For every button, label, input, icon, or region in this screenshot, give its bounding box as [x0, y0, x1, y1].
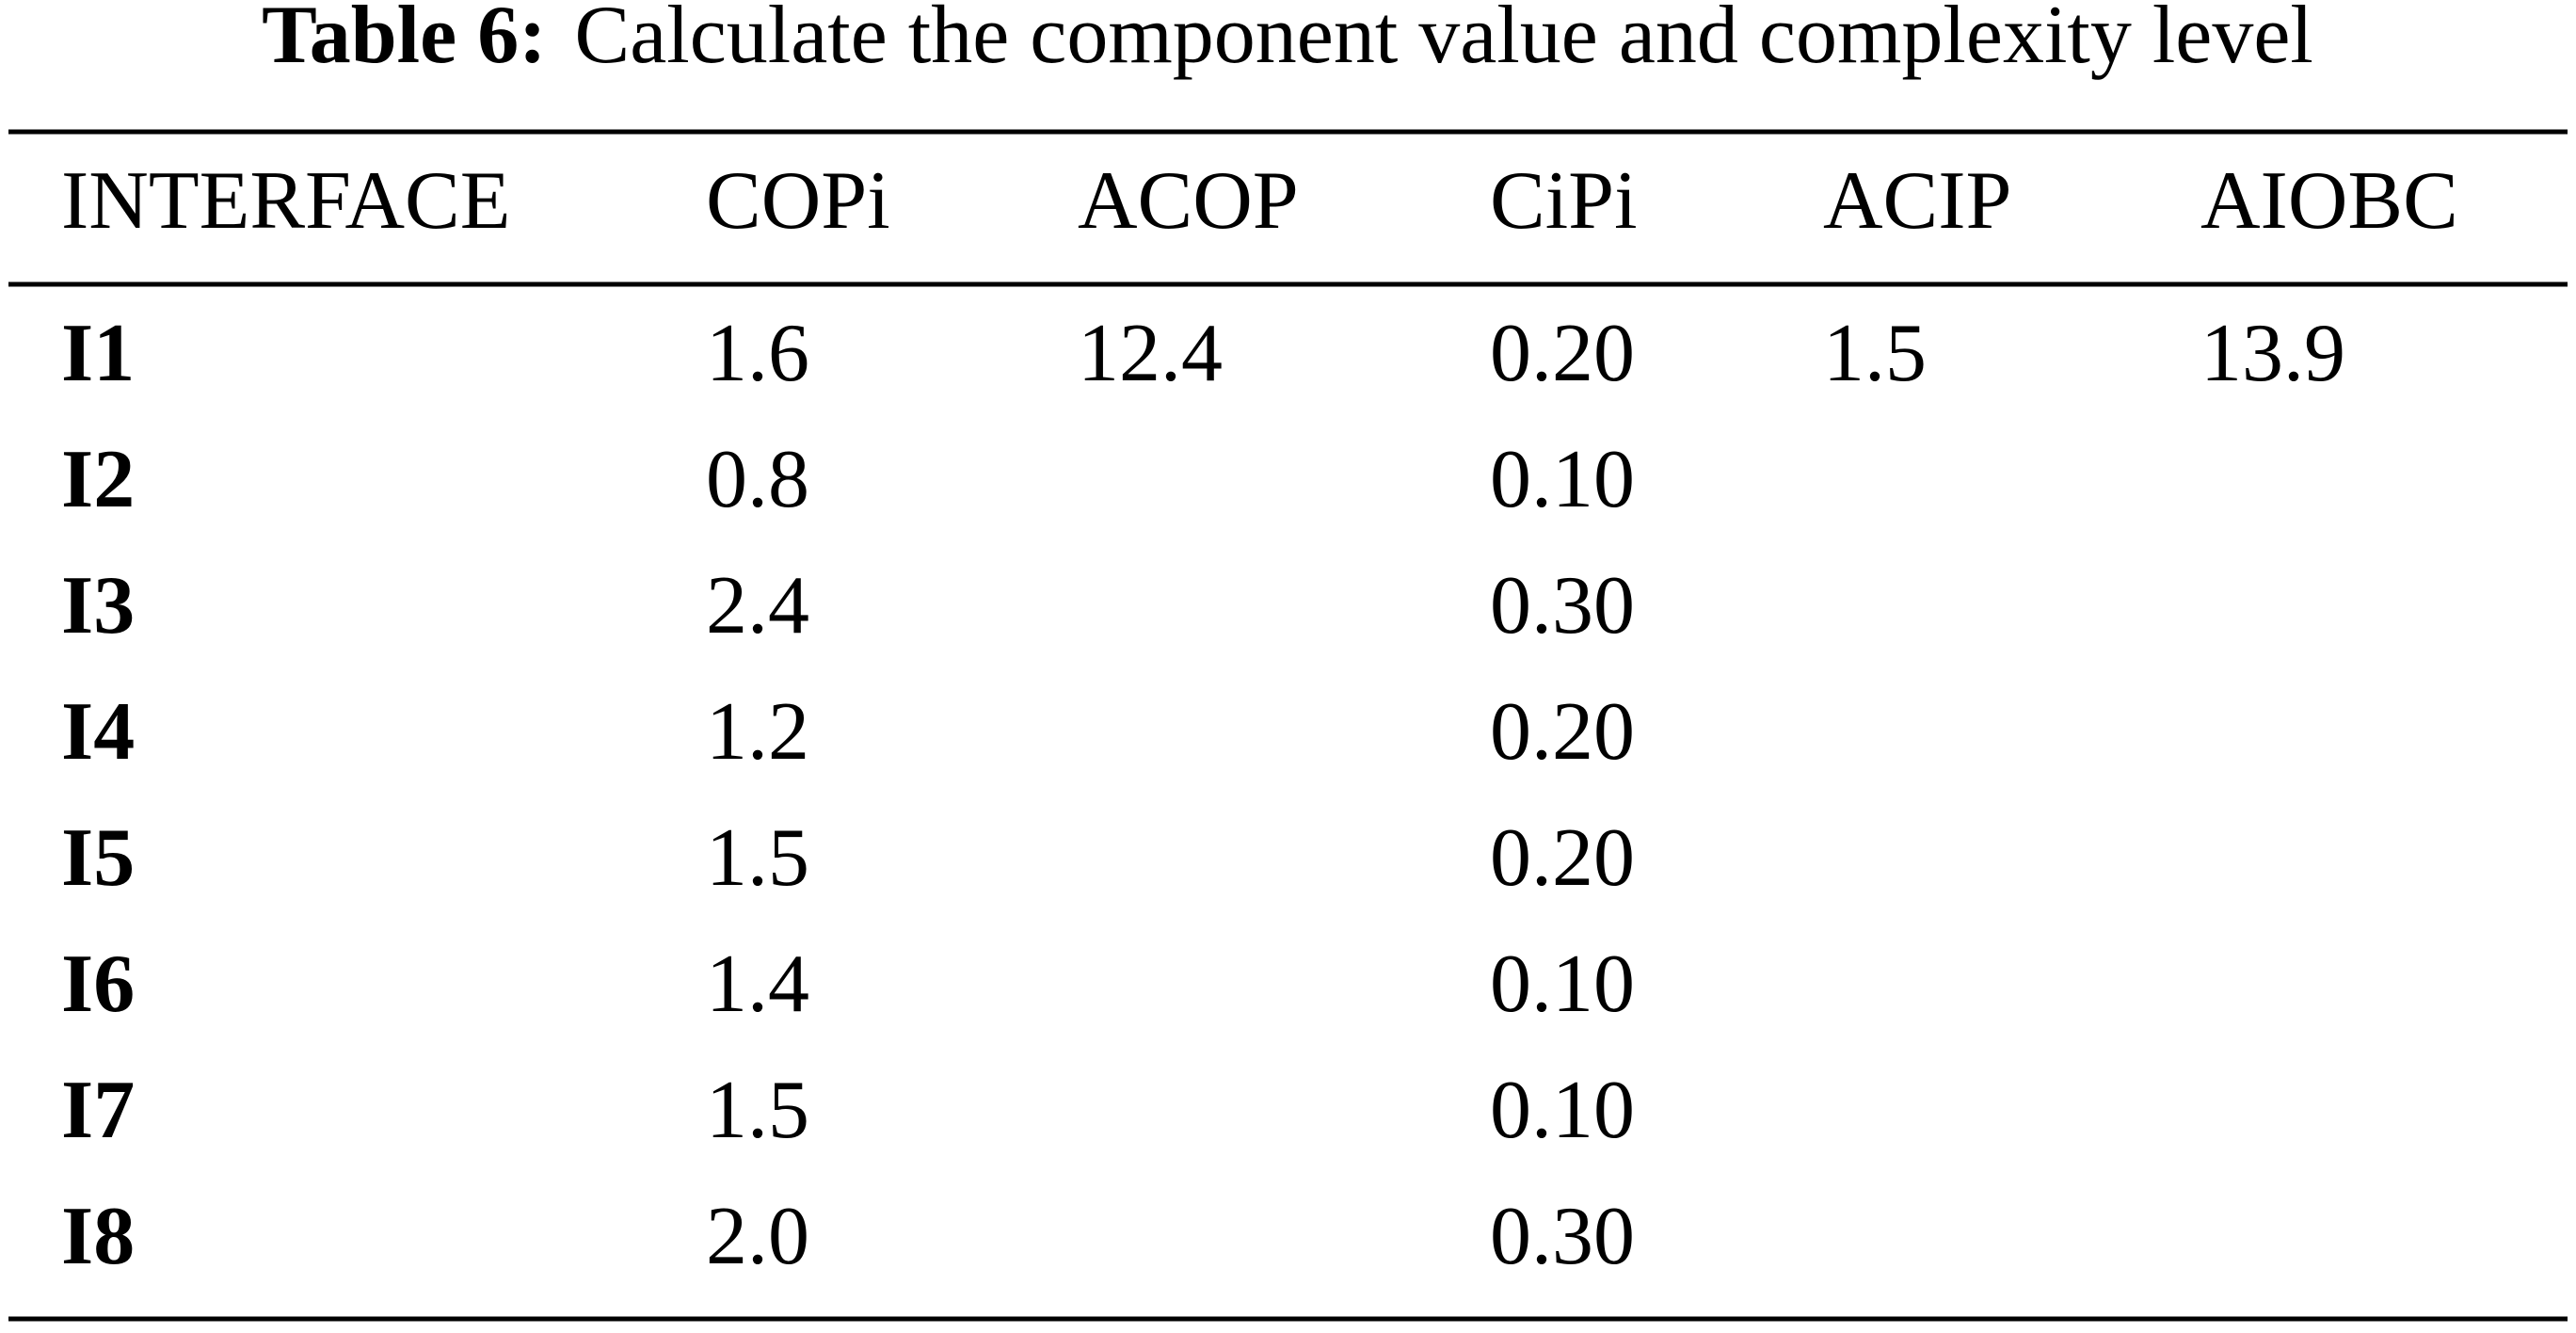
header-cell: ACOP	[1078, 155, 1299, 247]
cell: 1.5	[706, 1065, 809, 1156]
cell: 1.2	[706, 686, 809, 778]
row-label: I1	[61, 308, 135, 399]
cell: 1.4	[706, 939, 809, 1030]
cell: 0.20	[1490, 686, 1635, 778]
cell: 0.20	[1490, 812, 1635, 904]
header-cell: AIOBC	[2200, 155, 2458, 247]
cell: 12.4	[1078, 308, 1223, 399]
cell: 13.9	[2200, 308, 2345, 399]
row-label: I7	[61, 1065, 135, 1156]
cell: 0.10	[1490, 1065, 1635, 1156]
row-label: I6	[61, 939, 135, 1030]
cell: 0.10	[1490, 939, 1635, 1030]
row-label: I2	[61, 434, 135, 525]
cell: 2.4	[706, 560, 809, 651]
header-cell: INTERFACE	[61, 155, 510, 247]
cell: 1.5	[1823, 308, 1927, 399]
header-cell: ACIP	[1823, 155, 2012, 247]
header-cell: CiPi	[1490, 155, 1638, 247]
row-label: I3	[61, 560, 135, 651]
cell: 2.0	[706, 1191, 809, 1282]
caption-label: Table 6:	[262, 0, 546, 81]
row-label: I8	[61, 1191, 135, 1282]
cell: 0.30	[1490, 1191, 1635, 1282]
header-cell: COPi	[706, 155, 890, 247]
row-label: I5	[61, 812, 135, 904]
cell: 0.8	[706, 434, 809, 525]
table-caption: Table 6: Calculate the component value an…	[262, 0, 2313, 81]
cell: 1.5	[706, 812, 809, 904]
row-label: I4	[61, 686, 135, 778]
cell: 0.20	[1490, 308, 1635, 399]
caption-text: Calculate the component value and comple…	[575, 0, 2313, 81]
cell: 1.6	[706, 308, 809, 399]
cell: 0.30	[1490, 560, 1635, 651]
cell: 0.10	[1490, 434, 1635, 525]
